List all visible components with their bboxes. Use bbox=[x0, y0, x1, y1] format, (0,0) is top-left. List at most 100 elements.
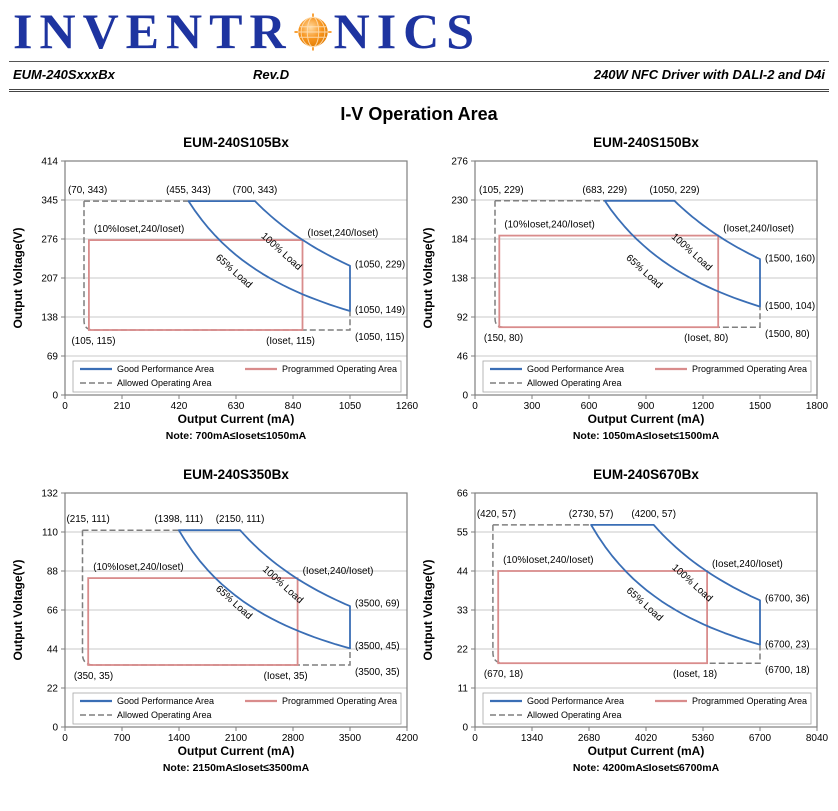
programmed-operating-area-rect bbox=[88, 239, 304, 331]
point-annotation: (215, 111) bbox=[67, 514, 110, 525]
y-tick-label: 345 bbox=[41, 196, 58, 207]
chart-note: Note: 2150mA≤Ioset≤3500mA bbox=[163, 762, 310, 774]
x-tick-label: 840 bbox=[285, 401, 302, 412]
y-tick-label: 414 bbox=[41, 157, 58, 168]
point-annotation: (3500, 69) bbox=[355, 599, 400, 610]
y-axis-label: Output Voltage(V) bbox=[11, 227, 25, 328]
x-tick-label: 1260 bbox=[396, 401, 419, 412]
point-annotation: (1500, 80) bbox=[765, 329, 810, 340]
y-tick-label: 207 bbox=[41, 274, 58, 285]
legend: Good Performance Area Programmed Operatin… bbox=[72, 360, 402, 393]
point-annotation: (Ioset,240/Ioset) bbox=[712, 559, 783, 570]
y-axis-label: Output Voltage(V) bbox=[11, 559, 25, 660]
x-tick-label: 700 bbox=[114, 733, 131, 744]
x-tick-label: 4020 bbox=[635, 733, 658, 744]
charts-grid: EUM-240S105Bx 0 210 420 630 840 1050 1260 0 69 138… bbox=[9, 131, 829, 779]
y-tick-label: 11 bbox=[458, 684, 469, 695]
x-axis-label: Output Current (mA) bbox=[588, 744, 705, 758]
logo-text-right: NICS bbox=[333, 3, 482, 59]
x-tick-label: 1050 bbox=[339, 401, 362, 412]
legend-item-label: Programmed Operating Area bbox=[282, 696, 397, 706]
legend-item-label: Allowed Operating Area bbox=[527, 710, 622, 720]
point-annotation: (10%Ioset,240/Ioset) bbox=[503, 555, 593, 566]
chart-title: EUM-240S350Bx bbox=[183, 467, 289, 482]
point-annotation: (10%Ioset,240/Ioset) bbox=[93, 562, 183, 573]
point-annotation: (Ioset,240/Ioset) bbox=[723, 224, 794, 235]
x-tick-label: 300 bbox=[524, 401, 541, 412]
model-number: EUM-240SxxxBx bbox=[13, 67, 115, 82]
point-annotation: (683, 229) bbox=[582, 185, 627, 196]
logo-text-left: INVENTR bbox=[13, 3, 293, 59]
x-axis-label: Output Current (mA) bbox=[588, 412, 705, 426]
programmed-operating-area-rect bbox=[498, 234, 720, 329]
point-annotation: (3500, 35) bbox=[355, 667, 400, 678]
legend-box bbox=[72, 360, 402, 393]
subheader: EUM-240SxxxBx Rev.D 240W NFC Driver with… bbox=[9, 61, 829, 92]
point-annotation: (670, 18) bbox=[484, 669, 523, 680]
chart-slot-eum-240s105bx: EUM-240S105Bx 0 210 420 630 840 1050 1260 0 69 138… bbox=[9, 131, 419, 447]
x-tick-label: 630 bbox=[228, 401, 245, 412]
inventronics-logo: INVENTR NICS bbox=[9, 4, 829, 61]
chart-title: EUM-240S150Bx bbox=[593, 135, 699, 150]
product-title: 240W NFC Driver with DALI-2 and D4i bbox=[593, 67, 825, 82]
legend-item-label: Allowed Operating Area bbox=[117, 710, 212, 720]
y-tick-label: 138 bbox=[451, 274, 468, 285]
y-axis-label: Output Voltage(V) bbox=[421, 227, 435, 328]
point-annotation: (70, 343) bbox=[68, 185, 107, 196]
chart-eum-240s105bx: EUM-240S105Bx 0 210 420 630 840 1050 1260 0 69 138… bbox=[11, 135, 419, 442]
y-tick-label: 33 bbox=[457, 606, 469, 617]
load-label: 65% Load bbox=[213, 584, 254, 622]
x-tick-label: 1200 bbox=[692, 401, 715, 412]
programmed-operating-area-rect bbox=[87, 577, 299, 666]
legend: Good Performance Area Programmed Operatin… bbox=[482, 360, 812, 393]
point-annotation: (455, 343) bbox=[166, 185, 211, 196]
point-annotation: (Ioset, 18) bbox=[673, 669, 717, 680]
point-annotation: (1500, 160) bbox=[765, 253, 815, 264]
y-tick-label: 0 bbox=[52, 723, 58, 734]
y-tick-label: 88 bbox=[47, 567, 59, 578]
chart-note: Note: 700mA≤Ioset≤1050mA bbox=[166, 430, 307, 442]
y-tick-label: 0 bbox=[462, 391, 468, 402]
good-performance-area-outline bbox=[187, 200, 351, 312]
y-tick-label: 92 bbox=[457, 313, 469, 324]
point-annotation: (Ioset,240/Ioset) bbox=[303, 566, 374, 577]
chart-eum-240s670bx: EUM-240S670Bx 0 1340 2680 4020 5360 6700 8040 0 1… bbox=[421, 467, 829, 774]
legend-item-label: Good Performance Area bbox=[117, 696, 214, 706]
x-tick-label: 0 bbox=[62, 733, 68, 744]
point-annotation: (4200, 57) bbox=[631, 509, 676, 520]
point-annotation: (700, 343) bbox=[233, 185, 278, 196]
point-annotation: (420, 57) bbox=[477, 509, 516, 520]
point-annotation: (105, 115) bbox=[72, 336, 116, 347]
good-performance-area-outline bbox=[177, 529, 351, 650]
point-annotation: (6700, 36) bbox=[765, 593, 810, 604]
chart-eum-240s150bx: EUM-240S150Bx 0 300 600 900 1200 1500 1800 0 46 92… bbox=[421, 135, 829, 442]
x-tick-label: 6700 bbox=[749, 733, 772, 744]
y-tick-label: 138 bbox=[41, 313, 58, 324]
y-tick-label: 22 bbox=[47, 684, 59, 695]
legend-item-label: Allowed Operating Area bbox=[117, 378, 212, 388]
point-annotation: (1398, 111) bbox=[155, 514, 204, 525]
load-label: 65% Load bbox=[624, 585, 665, 623]
legend-item-label: Good Performance Area bbox=[117, 364, 214, 374]
point-annotation: (105, 229) bbox=[479, 185, 524, 196]
point-annotation: (1050, 229) bbox=[649, 185, 699, 196]
point-annotation: (Ioset,240/Ioset) bbox=[308, 228, 379, 239]
legend: Good Performance Area Programmed Operatin… bbox=[72, 692, 402, 725]
point-annotation: (1500, 104) bbox=[765, 301, 815, 312]
x-tick-label: 600 bbox=[581, 401, 598, 412]
y-tick-label: 55 bbox=[457, 528, 469, 539]
chart-slot-eum-240s350bx: EUM-240S350Bx 0 700 1400 2100 2800 3500 4200 0 22… bbox=[9, 463, 419, 779]
x-tick-label: 4200 bbox=[396, 733, 419, 744]
legend: Good Performance Area Programmed Operatin… bbox=[482, 692, 812, 725]
y-tick-label: 66 bbox=[457, 489, 469, 500]
x-tick-label: 3500 bbox=[339, 733, 362, 744]
point-annotation: (Ioset, 35) bbox=[264, 671, 308, 682]
y-tick-label: 276 bbox=[451, 157, 468, 168]
legend-item-label: Programmed Operating Area bbox=[692, 364, 807, 374]
programmed-operating-area-rect bbox=[497, 570, 708, 665]
logo-globe-icon bbox=[294, 13, 332, 51]
x-tick-label: 420 bbox=[171, 401, 188, 412]
x-tick-label: 2100 bbox=[225, 733, 248, 744]
point-annotation: (1050, 115) bbox=[355, 332, 404, 343]
y-tick-label: 46 bbox=[457, 352, 469, 363]
